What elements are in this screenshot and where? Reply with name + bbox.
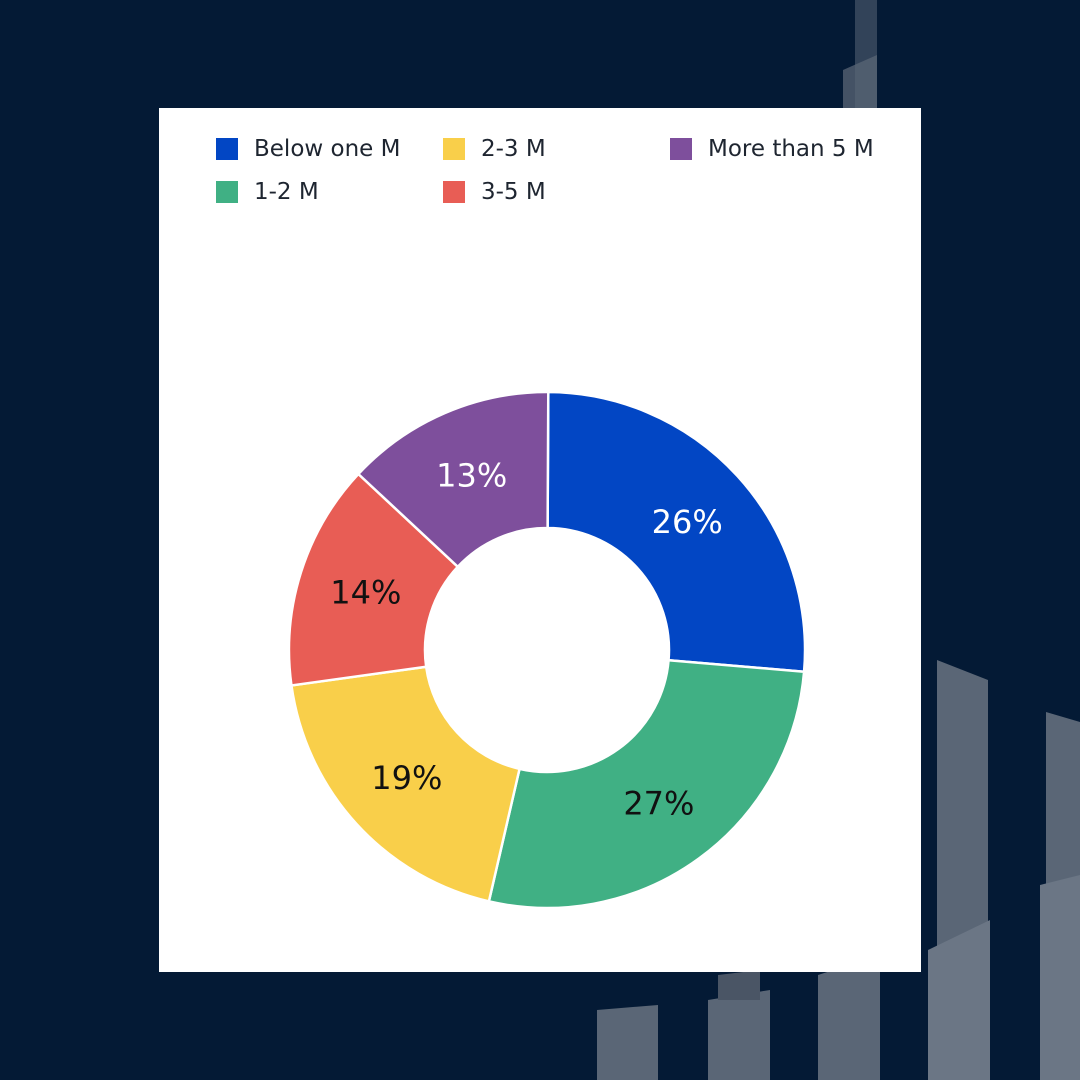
donut-slice-2-3-m [290, 665, 522, 903]
slice-label: 14% [330, 574, 401, 612]
legend-swatch [443, 181, 465, 203]
donut-slice-below-one-m [546, 390, 807, 674]
slice-label: 19% [371, 759, 442, 797]
legend-swatch [216, 181, 238, 203]
donut-slice-3-5-m [287, 472, 460, 687]
legend-swatch [670, 138, 692, 160]
legend: Below one M 1-2 M 2-3 M 3-5 M More than … [159, 108, 921, 218]
slice-label: 13% [436, 457, 507, 495]
donut-chart: 26% 27% 19% 14% 13% [287, 390, 807, 910]
legend-label: 1-2 M [254, 179, 319, 205]
legend-swatch [216, 138, 238, 160]
legend-item-3-5-m: 3-5 M [443, 179, 546, 205]
legend-item-2-3-m: 2-3 M [443, 136, 546, 162]
legend-item-1-2-m: 1-2 M [216, 179, 319, 205]
legend-label: More than 5 M [708, 136, 874, 162]
legend-label: 3-5 M [481, 179, 546, 205]
legend-label: 2-3 M [481, 136, 546, 162]
slice-label: 27% [623, 785, 694, 823]
donut-slice-1-2-m [487, 658, 806, 910]
slice-label: 26% [652, 503, 723, 541]
legend-swatch [443, 138, 465, 160]
chart-card: Below one M 1-2 M 2-3 M 3-5 M More than … [159, 108, 921, 972]
donut-slice-more-than-5-m [356, 390, 550, 569]
legend-label: Below one M [254, 136, 401, 162]
legend-item-below-one-m: Below one M [216, 136, 400, 162]
legend-item-more-than-5-m: More than 5 M [670, 136, 874, 162]
